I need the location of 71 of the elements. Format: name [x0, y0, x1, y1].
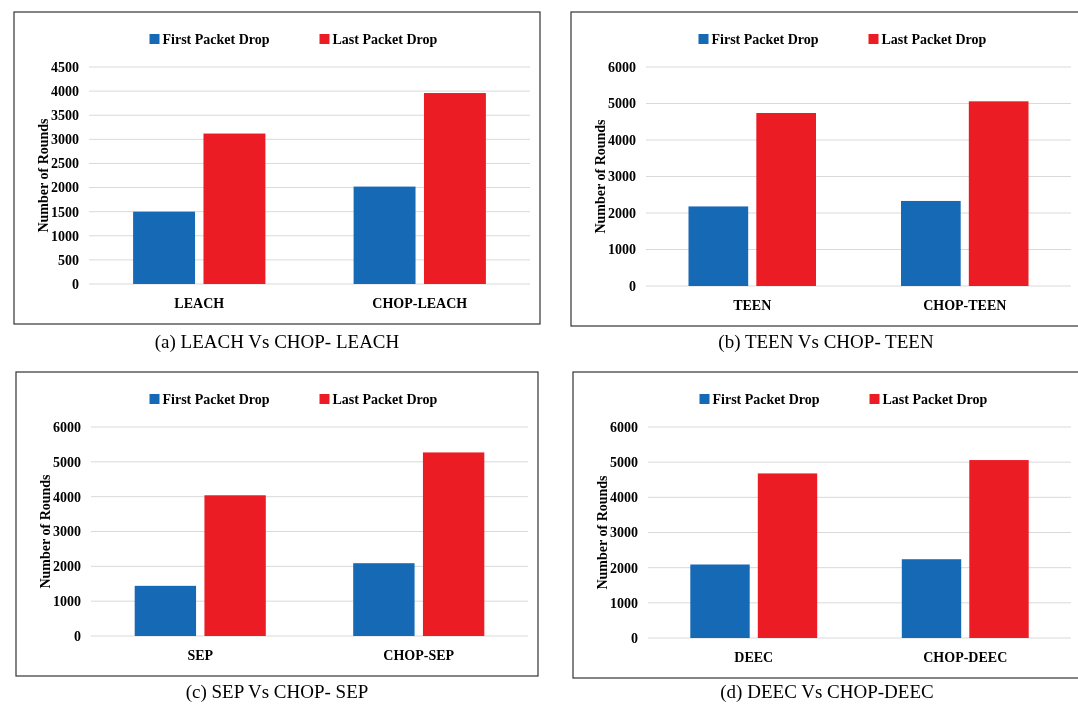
y-tick-label: 3000 [608, 169, 636, 185]
y-tick-label: 5000 [608, 96, 636, 112]
bar [901, 559, 962, 638]
x-tick-label: CHOP-SEP [383, 648, 455, 663]
legend-label: First Packet Drop [711, 31, 819, 47]
bar [690, 564, 750, 638]
y-tick-label: 6000 [53, 419, 81, 435]
x-tick-label: LEACH [174, 296, 225, 311]
y-tick-label: 1500 [51, 204, 79, 220]
y-tick-label: 4000 [53, 489, 81, 505]
y-tick-label: 2000 [608, 205, 636, 221]
y-tick-label: 4000 [610, 490, 638, 506]
x-tick-label: CHOP-DEEC [923, 650, 1008, 665]
bar [134, 585, 197, 636]
x-tick-label: TEEN [733, 298, 772, 313]
x-tick-label: CHOP-TEEN [923, 298, 1007, 313]
text: (a) LEACH Vs CHOP- LEACH [154, 331, 400, 353]
x-tick-label: DEEC [734, 650, 774, 665]
y-tick-label: 5000 [53, 454, 81, 470]
y-tick-label: 4500 [51, 59, 79, 75]
legend-label: First Packet Drop [712, 391, 820, 407]
y-tick-label: 1000 [53, 594, 81, 610]
y-tick-label: 3000 [610, 525, 638, 541]
legend-label: Last Packet Drop [332, 31, 438, 47]
y-tick-label: 500 [58, 252, 79, 268]
bar [353, 563, 415, 636]
y-axis-title: Number of Rounds [36, 117, 51, 233]
y-tick-label: 0 [629, 278, 636, 294]
y-tick-label: 3500 [51, 108, 79, 124]
y-axis-title: Number of Rounds [595, 474, 610, 590]
bar [203, 133, 266, 284]
y-tick-label: 6000 [608, 59, 636, 75]
y-tick-label: 6000 [610, 419, 638, 435]
bar [133, 211, 196, 284]
y-tick-label: 0 [72, 276, 79, 292]
legend-label: Last Packet Drop [882, 391, 988, 407]
y-tick-label: 0 [631, 630, 638, 646]
bar [204, 495, 266, 636]
x-tick-label: CHOP-LEACH [372, 296, 468, 311]
y-tick-label: 2500 [51, 156, 79, 172]
bar [968, 101, 1029, 286]
y-axis-title: Number of Rounds [38, 473, 53, 589]
legend-label: Last Packet Drop [881, 31, 987, 47]
bar [969, 460, 1029, 638]
y-tick-label: 0 [74, 628, 81, 644]
y-axis-title: Number of Rounds [593, 118, 608, 234]
y-tick-label: 2000 [53, 559, 81, 575]
y-tick-label: 3000 [53, 524, 81, 540]
y-tick-label: 4000 [51, 84, 79, 100]
legend-label: First Packet Drop [162, 31, 270, 47]
text: (c) SEP Vs CHOP- SEP [185, 681, 369, 703]
text: (d) DEEC Vs CHOP-DEEC [720, 681, 934, 703]
bar [901, 200, 961, 286]
y-tick-label: 2000 [51, 180, 79, 196]
x-tick-label: SEP [187, 648, 214, 663]
y-tick-label: 1000 [51, 228, 79, 244]
legend-label: First Packet Drop [162, 391, 270, 407]
bar [422, 452, 485, 636]
y-tick-label: 1000 [610, 595, 638, 611]
legend-label: Last Packet Drop [332, 391, 438, 407]
y-tick-label: 5000 [610, 455, 638, 471]
y-tick-label: 4000 [608, 132, 636, 148]
y-tick-label: 1000 [608, 242, 636, 258]
bar [353, 186, 416, 284]
text: (b) TEEN Vs CHOP- TEEN [718, 331, 934, 353]
bar [688, 206, 749, 286]
y-tick-label: 2000 [610, 560, 638, 576]
bar [757, 473, 818, 638]
y-tick-label: 3000 [51, 132, 79, 148]
bar [423, 93, 486, 284]
bar [756, 112, 816, 286]
